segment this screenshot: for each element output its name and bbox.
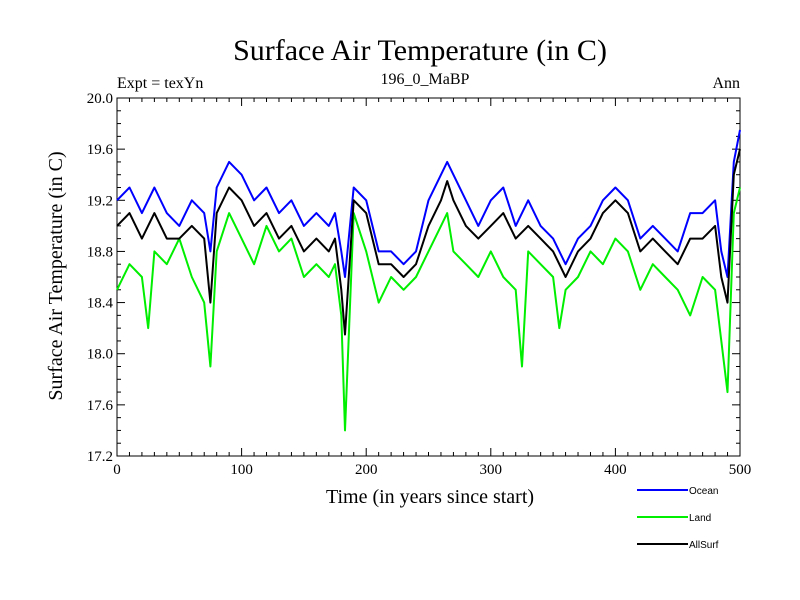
y-axis-label: Surface Air Temperature (in C)	[45, 151, 67, 400]
x-tick-label: 400	[604, 462, 627, 478]
chart-subtitle-center: 196_0_MaBP	[381, 71, 470, 88]
y-tick-label: 20.0	[87, 91, 113, 107]
chart-subtitle-left: Expt = texYn	[117, 75, 203, 92]
legend: Ocean Land AllSurf	[637, 486, 719, 551]
x-tick-label: 0	[113, 462, 121, 478]
y-tick-label: 18.4	[87, 296, 114, 312]
y-tick-label: 18.8	[87, 244, 113, 260]
legend-label-allsurf: AllSurf	[689, 540, 719, 551]
y-tick-label: 17.6	[87, 398, 114, 414]
y-tick-label: 19.6	[87, 142, 114, 158]
y-tick-label: 19.2	[87, 193, 113, 209]
x-axis-label: Time (in years since start)	[326, 486, 534, 508]
x-tick-label: 100	[230, 462, 253, 478]
chart-subtitle-right: Ann	[712, 75, 740, 92]
y-tick-label: 18.0	[87, 347, 113, 363]
series-lines	[116, 129, 741, 432]
x-tick-label: 200	[355, 462, 378, 478]
series-line-land	[116, 187, 741, 432]
axis-ticks	[116, 97, 741, 457]
x-tick-label: 300	[480, 462, 503, 478]
x-tick-label: 500	[729, 462, 752, 478]
legend-label-land: Land	[689, 513, 711, 524]
y-tick-label: 17.2	[87, 449, 113, 465]
chart-title: Surface Air Temperature (in C)	[233, 34, 607, 67]
legend-label-ocean: Ocean	[689, 486, 718, 497]
series-line-allsurf	[116, 148, 741, 336]
axis-tick-labels: 0 100 200 300 400 500 17.2 17.6 18.0 18.4 18.8 19.2…	[87, 91, 752, 478]
series-line-ocean	[116, 129, 741, 278]
